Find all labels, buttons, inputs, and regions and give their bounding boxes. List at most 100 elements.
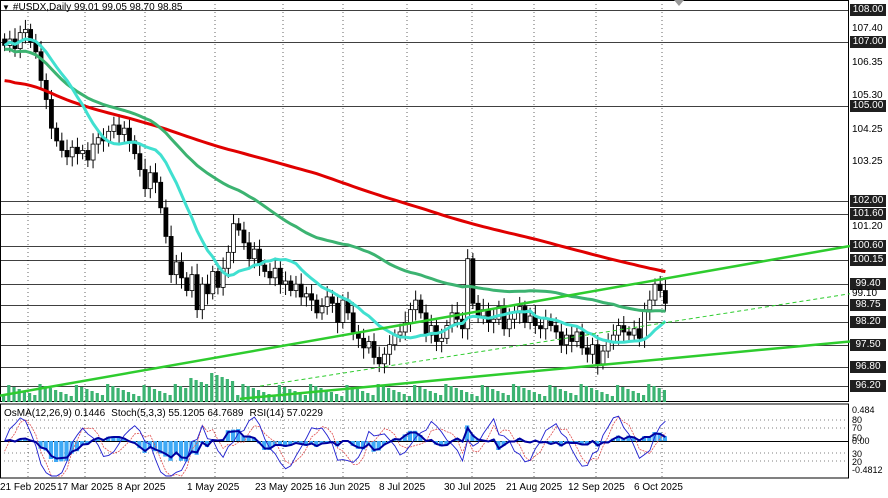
volume-bar-41 <box>215 375 219 402</box>
volume-bar-35 <box>184 388 188 402</box>
volume-bar-117 <box>610 396 614 402</box>
volume-bar-85 <box>444 384 448 402</box>
volume-bar-37 <box>194 380 198 402</box>
volume-bar-101 <box>527 390 531 402</box>
osma-bar-53 <box>277 441 282 446</box>
volume-bar-6 <box>33 395 37 402</box>
volume-bar-81 <box>423 389 427 402</box>
candle-body-53 <box>277 267 283 285</box>
candle-body-116 <box>605 341 611 352</box>
date-tick-label: 8 Jul 2025 <box>379 482 426 493</box>
candle-body-72 <box>376 357 382 365</box>
candle-body-118 <box>616 325 621 336</box>
menu-triangle-icon[interactable]: ▼ <box>2 3 10 12</box>
date-tick-label: 16 Jun 2025 <box>315 482 371 493</box>
volume-bar-108 <box>563 391 568 402</box>
osma-bar-14 <box>74 441 80 452</box>
osma-bar-54 <box>282 441 288 447</box>
candle-body-80 <box>418 299 424 314</box>
volume-bar-100 <box>522 388 526 402</box>
volume-bar-31 <box>163 393 167 402</box>
candle-body-24 <box>127 127 132 142</box>
volume-bar-7 <box>38 384 42 402</box>
candle-body-11 <box>59 140 65 151</box>
volume-bar-68 <box>355 389 360 402</box>
price-pane-frame <box>0 0 849 402</box>
volume-bar-52 <box>272 396 276 402</box>
volume-bar-127 <box>662 390 666 402</box>
volume-bar-34 <box>178 386 183 402</box>
candle-body-13 <box>69 146 75 158</box>
osma-bar-57 <box>298 441 303 445</box>
indicator-tick-label: 70 <box>852 423 863 433</box>
candle-body-60 <box>314 299 320 314</box>
volume-bar-67 <box>350 387 354 402</box>
volume-bar-44 <box>230 381 235 402</box>
volume-bar-98 <box>511 384 516 402</box>
volume-bar-22 <box>116 388 120 402</box>
osma-bar-26 <box>137 441 142 449</box>
candle-body-123 <box>642 309 647 339</box>
volume-bar-13 <box>69 396 73 402</box>
volume-bar-112 <box>584 386 588 402</box>
osma-bar-78 <box>407 430 413 441</box>
price-level-tag: 102.00 <box>850 195 886 208</box>
volume-bar-105 <box>548 385 552 402</box>
osma-bar-55 <box>288 441 293 446</box>
symbol-title: #USDX,Daily 99.01 99.05 98.70 98.85 <box>12 2 183 13</box>
osma-bar-22 <box>116 436 121 441</box>
date-tick-label: 12 Sep 2025 <box>568 482 625 493</box>
volume-bar-62 <box>324 390 328 402</box>
price-level-tag: 99.40 <box>850 278 886 291</box>
volume-bar-72 <box>376 384 380 402</box>
osma-bar-77 <box>402 434 407 441</box>
volume-bar-110 <box>574 395 578 402</box>
volume-bar-45 <box>236 395 240 402</box>
candle-body-64 <box>335 302 341 323</box>
candle-body-32 <box>168 236 174 276</box>
volume-bar-115 <box>600 392 604 402</box>
osma-bar-126 <box>657 432 662 441</box>
osma-bar-71 <box>371 441 376 452</box>
osma-bar-84 <box>439 441 444 447</box>
indicator-legend: OsMA(12,26,9) 0.1446 Stoch(5,3,3) 55.120… <box>4 408 323 419</box>
price-level-tag: 100.60 <box>850 239 886 252</box>
volume-bar-93 <box>485 387 490 402</box>
volume-bar-9 <box>48 388 53 402</box>
volume-bar-106 <box>553 387 557 402</box>
osma-bar-15 <box>80 441 85 446</box>
candle-body-28 <box>147 172 153 190</box>
volume-bar-25 <box>132 394 136 402</box>
candle-body-124 <box>647 299 653 311</box>
candle-body-42 <box>220 267 226 288</box>
osma-bar-31 <box>163 441 168 457</box>
ma-mid-line <box>4 47 666 313</box>
volume-bar-64 <box>335 394 339 402</box>
candle-body-23 <box>121 127 127 135</box>
price-level-tag: 96.80 <box>850 360 886 373</box>
indicator-tick-label: 20 <box>852 457 863 467</box>
volume-bar-122 <box>636 393 640 402</box>
volume-bar-92 <box>480 385 484 402</box>
volume-bar-5 <box>28 393 32 402</box>
osma-bar-112 <box>584 441 589 446</box>
candle-body-108 <box>564 334 569 346</box>
candle-body-17 <box>90 143 96 161</box>
candle-body-95 <box>496 306 502 320</box>
trendline-0 <box>0 244 851 397</box>
chart-shift-marker-icon[interactable] <box>674 0 684 6</box>
price-level-tag: 107.00 <box>850 36 886 49</box>
price-level-tag: 108.00 <box>850 4 886 17</box>
osma-bar-35 <box>184 441 189 462</box>
candle-body-93 <box>486 309 491 323</box>
price-level-tag: 98.20 <box>850 316 886 329</box>
osma-bar-45 <box>236 429 241 441</box>
osma-bar-90 <box>470 434 475 441</box>
volume-bar-29 <box>152 389 157 402</box>
indicator-tick-label: 0.00 <box>852 436 870 446</box>
candle-body-15 <box>80 150 86 155</box>
candle-body-97 <box>506 318 512 330</box>
volume-bar-126 <box>657 388 661 402</box>
